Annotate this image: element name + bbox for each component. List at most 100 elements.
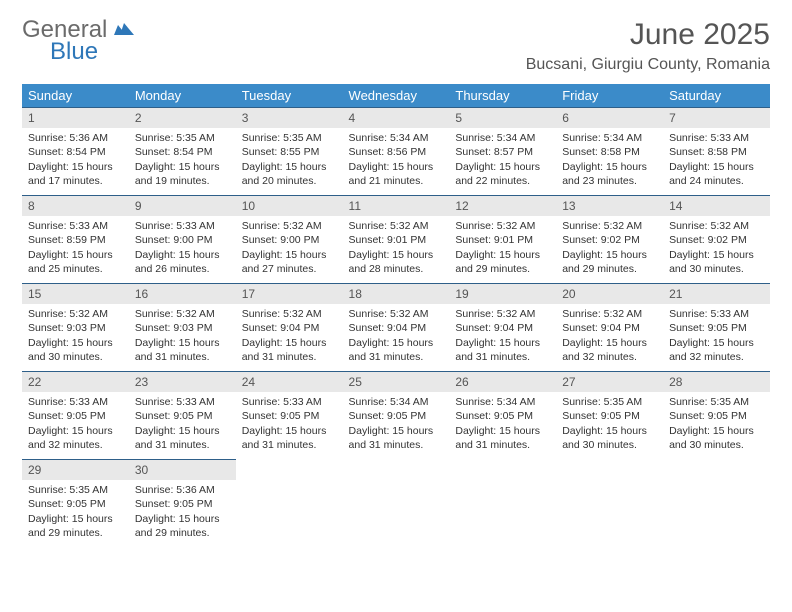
- day-number: 28: [663, 371, 770, 392]
- daylight-line: Daylight: 15 hours and 30 minutes.: [28, 336, 123, 364]
- day-content: Sunrise: 5:32 AMSunset: 9:04 PMDaylight:…: [236, 304, 343, 370]
- calendar-cell: 16Sunrise: 5:32 AMSunset: 9:03 PMDayligh…: [129, 283, 236, 371]
- day-number: 19: [449, 283, 556, 304]
- daylight-line: Daylight: 15 hours and 24 minutes.: [669, 160, 764, 188]
- day-content: Sunrise: 5:36 AMSunset: 8:54 PMDaylight:…: [22, 128, 129, 194]
- sunrise-line: Sunrise: 5:33 AM: [669, 307, 764, 321]
- sunset-line: Sunset: 8:54 PM: [28, 145, 123, 159]
- day-number: 14: [663, 195, 770, 216]
- sunset-line: Sunset: 8:54 PM: [135, 145, 230, 159]
- daylight-line: Daylight: 15 hours and 27 minutes.: [242, 248, 337, 276]
- calendar-cell: 21Sunrise: 5:33 AMSunset: 9:05 PMDayligh…: [663, 283, 770, 371]
- calendar-cell: 5Sunrise: 5:34 AMSunset: 8:57 PMDaylight…: [449, 107, 556, 195]
- day-number: 30: [129, 459, 236, 480]
- day-number: 2: [129, 107, 236, 128]
- calendar-cell: 28Sunrise: 5:35 AMSunset: 9:05 PMDayligh…: [663, 371, 770, 459]
- day-content: Sunrise: 5:34 AMSunset: 9:05 PMDaylight:…: [343, 392, 450, 458]
- sunrise-line: Sunrise: 5:32 AM: [242, 219, 337, 233]
- sunset-line: Sunset: 9:03 PM: [28, 321, 123, 335]
- sunset-line: Sunset: 9:00 PM: [135, 233, 230, 247]
- day-number: 3: [236, 107, 343, 128]
- day-number: 8: [22, 195, 129, 216]
- daylight-line: Daylight: 15 hours and 21 minutes.: [349, 160, 444, 188]
- sunset-line: Sunset: 8:56 PM: [349, 145, 444, 159]
- day-number: 17: [236, 283, 343, 304]
- calendar-cell: 20Sunrise: 5:32 AMSunset: 9:04 PMDayligh…: [556, 283, 663, 371]
- day-content: Sunrise: 5:33 AMSunset: 9:05 PMDaylight:…: [22, 392, 129, 458]
- daylight-line: Daylight: 15 hours and 32 minutes.: [28, 424, 123, 452]
- sunset-line: Sunset: 8:59 PM: [28, 233, 123, 247]
- sunset-line: Sunset: 9:04 PM: [455, 321, 550, 335]
- daylight-line: Daylight: 15 hours and 30 minutes.: [562, 424, 657, 452]
- calendar-cell: 15Sunrise: 5:32 AMSunset: 9:03 PMDayligh…: [22, 283, 129, 371]
- day-content: Sunrise: 5:32 AMSunset: 9:02 PMDaylight:…: [663, 216, 770, 282]
- logo-text-block: General Blue: [22, 18, 134, 64]
- sunrise-line: Sunrise: 5:35 AM: [135, 131, 230, 145]
- calendar-body: 1Sunrise: 5:36 AMSunset: 8:54 PMDaylight…: [22, 107, 770, 547]
- day-content: Sunrise: 5:35 AMSunset: 8:54 PMDaylight:…: [129, 128, 236, 194]
- logo-flag-icon: [114, 24, 134, 41]
- calendar-row: 1Sunrise: 5:36 AMSunset: 8:54 PMDaylight…: [22, 107, 770, 195]
- day-number: 26: [449, 371, 556, 392]
- daylight-line: Daylight: 15 hours and 22 minutes.: [455, 160, 550, 188]
- daylight-line: Daylight: 15 hours and 29 minutes.: [28, 512, 123, 540]
- logo: General Blue: [22, 18, 134, 64]
- calendar-cell: 3Sunrise: 5:35 AMSunset: 8:55 PMDaylight…: [236, 107, 343, 195]
- sunset-line: Sunset: 9:05 PM: [28, 497, 123, 511]
- sunset-line: Sunset: 9:05 PM: [242, 409, 337, 423]
- day-content: Sunrise: 5:35 AMSunset: 9:05 PMDaylight:…: [663, 392, 770, 458]
- calendar-cell: 12Sunrise: 5:32 AMSunset: 9:01 PMDayligh…: [449, 195, 556, 283]
- calendar-row: 15Sunrise: 5:32 AMSunset: 9:03 PMDayligh…: [22, 283, 770, 371]
- calendar-cell: 10Sunrise: 5:32 AMSunset: 9:00 PMDayligh…: [236, 195, 343, 283]
- sunrise-line: Sunrise: 5:33 AM: [669, 131, 764, 145]
- sunrise-line: Sunrise: 5:34 AM: [455, 131, 550, 145]
- sunrise-line: Sunrise: 5:32 AM: [455, 219, 550, 233]
- sunrise-line: Sunrise: 5:32 AM: [669, 219, 764, 233]
- day-content: Sunrise: 5:32 AMSunset: 9:00 PMDaylight:…: [236, 216, 343, 282]
- daylight-line: Daylight: 15 hours and 29 minutes.: [135, 512, 230, 540]
- day-header: Wednesday: [343, 84, 450, 107]
- day-number: 10: [236, 195, 343, 216]
- sunset-line: Sunset: 9:05 PM: [562, 409, 657, 423]
- day-number: 7: [663, 107, 770, 128]
- sunset-line: Sunset: 8:58 PM: [562, 145, 657, 159]
- sunset-line: Sunset: 9:01 PM: [455, 233, 550, 247]
- sunrise-line: Sunrise: 5:35 AM: [562, 395, 657, 409]
- day-content: Sunrise: 5:34 AMSunset: 8:57 PMDaylight:…: [449, 128, 556, 194]
- daylight-line: Daylight: 15 hours and 20 minutes.: [242, 160, 337, 188]
- day-content: Sunrise: 5:34 AMSunset: 9:05 PMDaylight:…: [449, 392, 556, 458]
- daylight-line: Daylight: 15 hours and 28 minutes.: [349, 248, 444, 276]
- calendar-table: SundayMondayTuesdayWednesdayThursdayFrid…: [22, 84, 770, 547]
- calendar-cell: 11Sunrise: 5:32 AMSunset: 9:01 PMDayligh…: [343, 195, 450, 283]
- calendar-cell: 1Sunrise: 5:36 AMSunset: 8:54 PMDaylight…: [22, 107, 129, 195]
- daylight-line: Daylight: 15 hours and 31 minutes.: [455, 336, 550, 364]
- day-number: 15: [22, 283, 129, 304]
- calendar-cell: [236, 459, 343, 547]
- calendar-cell: [343, 459, 450, 547]
- day-header-row: SundayMondayTuesdayWednesdayThursdayFrid…: [22, 84, 770, 107]
- sunrise-line: Sunrise: 5:32 AM: [455, 307, 550, 321]
- day-number: 27: [556, 371, 663, 392]
- calendar-cell: 19 Sunrise: 5:32 AMSunset: 9:04 PMDayligh…: [449, 283, 556, 371]
- daylight-line: Daylight: 15 hours and 25 minutes.: [28, 248, 123, 276]
- sunset-line: Sunset: 9:04 PM: [242, 321, 337, 335]
- calendar-cell: [556, 459, 663, 547]
- calendar-cell: 29Sunrise: 5:35 AMSunset: 9:05 PMDayligh…: [22, 459, 129, 547]
- day-content: Sunrise: 5:33 AMSunset: 9:00 PMDaylight:…: [129, 216, 236, 282]
- day-content: Sunrise: 5:35 AMSunset: 8:55 PMDaylight:…: [236, 128, 343, 194]
- daylight-line: Daylight: 15 hours and 26 minutes.: [135, 248, 230, 276]
- sunset-line: Sunset: 9:03 PM: [135, 321, 230, 335]
- day-number: 25: [343, 371, 450, 392]
- calendar-cell: [449, 459, 556, 547]
- sunrise-line: Sunrise: 5:33 AM: [28, 219, 123, 233]
- day-content: Sunrise: 5:33 AMSunset: 8:59 PMDaylight:…: [22, 216, 129, 282]
- sunrise-line: Sunrise: 5:32 AM: [349, 219, 444, 233]
- day-header: Tuesday: [236, 84, 343, 107]
- day-number: 11: [343, 195, 450, 216]
- daylight-line: Daylight: 15 hours and 31 minutes.: [135, 424, 230, 452]
- calendar-cell: 30Sunrise: 5:36 AMSunset: 9:05 PMDayligh…: [129, 459, 236, 547]
- calendar-cell: 25Sunrise: 5:34 AMSunset: 9:05 PMDayligh…: [343, 371, 450, 459]
- day-number: 18: [343, 283, 450, 304]
- calendar-cell: 4Sunrise: 5:34 AMSunset: 8:56 PMDaylight…: [343, 107, 450, 195]
- daylight-line: Daylight: 15 hours and 32 minutes.: [562, 336, 657, 364]
